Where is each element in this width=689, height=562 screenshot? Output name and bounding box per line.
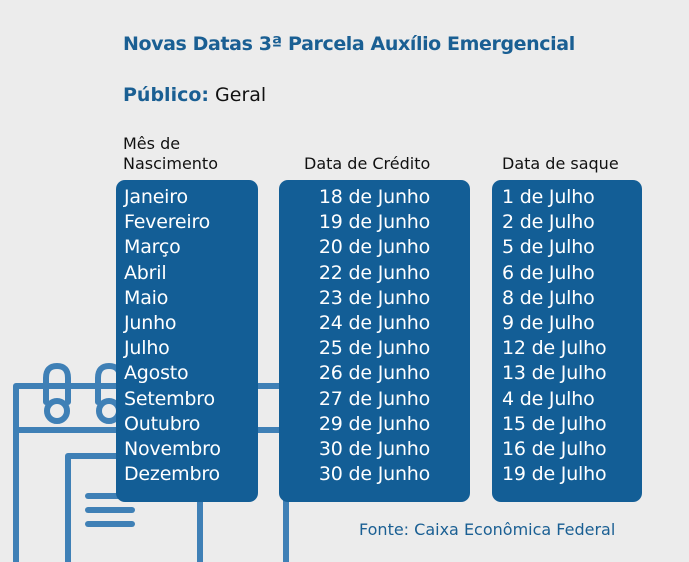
credito-item: 22 de Junho — [318, 261, 431, 284]
saque-item: 1 de Julho — [502, 186, 595, 208]
credito-item: 23 de Junho — [318, 286, 431, 309]
month-item: Julho — [124, 337, 170, 360]
saque-list: 1 de Julho 2 de Julho 5 de Julho 6 de Ju… — [492, 185, 642, 487]
months-panel: Janeiro Fevereiro Março Abril Maio Junho… — [116, 180, 258, 502]
saque-item: 6 de Julho — [502, 261, 595, 284]
saque-item: 9 de Julho — [502, 311, 595, 334]
credito-list: 18 de Junho 19 de Junho 20 de Junho 22 d… — [279, 185, 470, 487]
page-title: Novas Datas 3ª Parcela Auxílio Emergenci… — [123, 33, 575, 55]
month-item: Novembro — [124, 437, 221, 460]
credito-item: 24 de Junho — [318, 311, 431, 334]
month-item: Agosto — [124, 362, 189, 385]
credito-item: 30 de Junho — [318, 437, 431, 460]
credito-item: 20 de Junho — [318, 236, 431, 259]
column-header-credito: Data de Crédito — [304, 154, 431, 173]
credito-item: 18 de Junho — [318, 186, 431, 208]
saque-item: 15 de Julho — [502, 412, 607, 435]
credito-item: 25 de Junho — [318, 337, 431, 360]
column-header-mes: Mês de Nascimento — [123, 134, 218, 174]
saque-item: 19 de Julho — [502, 463, 607, 486]
month-item: Abril — [124, 261, 167, 284]
saque-item: 16 de Julho — [502, 437, 607, 460]
saque-item: 8 de Julho — [502, 286, 595, 309]
publico-label: Público: — [123, 84, 209, 106]
month-item: Setembro — [124, 387, 215, 410]
column-header-saque: Data de saque — [502, 154, 619, 173]
saque-panel: 1 de Julho 2 de Julho 5 de Julho 6 de Ju… — [492, 180, 642, 502]
credito-item: 27 de Junho — [318, 387, 431, 410]
saque-item: 12 de Julho — [502, 337, 607, 360]
month-item: Dezembro — [124, 463, 220, 486]
saque-item: 5 de Julho — [502, 236, 595, 259]
saque-item: 2 de Julho — [502, 211, 595, 234]
source-note: Fonte: Caixa Econômica Federal — [359, 520, 616, 539]
month-item: Fevereiro — [124, 211, 211, 234]
month-item: Março — [124, 236, 181, 259]
month-item: Junho — [124, 311, 177, 334]
month-item: Maio — [124, 286, 169, 309]
month-item: Outubro — [124, 412, 201, 435]
credito-item: 19 de Junho — [318, 211, 431, 234]
saque-item: 13 de Julho — [502, 362, 607, 385]
credito-item: 29 de Junho — [318, 412, 431, 435]
publico-value: Geral — [215, 84, 267, 106]
months-list: Janeiro Fevereiro Março Abril Maio Junho… — [116, 185, 258, 487]
credito-panel: 18 de Junho 19 de Junho 20 de Junho 22 d… — [279, 180, 470, 502]
month-item: Janeiro — [124, 186, 188, 208]
saque-item: 4 de Julho — [502, 387, 595, 410]
column-header-mes-line2: Nascimento — [123, 154, 218, 173]
credito-item: 30 de Junho — [318, 463, 431, 486]
column-header-mes-line1: Mês de — [123, 134, 181, 153]
credito-item: 26 de Junho — [318, 362, 431, 385]
publico-line: Público: Geral — [123, 84, 266, 106]
